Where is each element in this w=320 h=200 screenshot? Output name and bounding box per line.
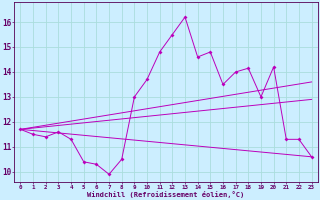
X-axis label: Windchill (Refroidissement éolien,°C): Windchill (Refroidissement éolien,°C) xyxy=(87,191,244,198)
